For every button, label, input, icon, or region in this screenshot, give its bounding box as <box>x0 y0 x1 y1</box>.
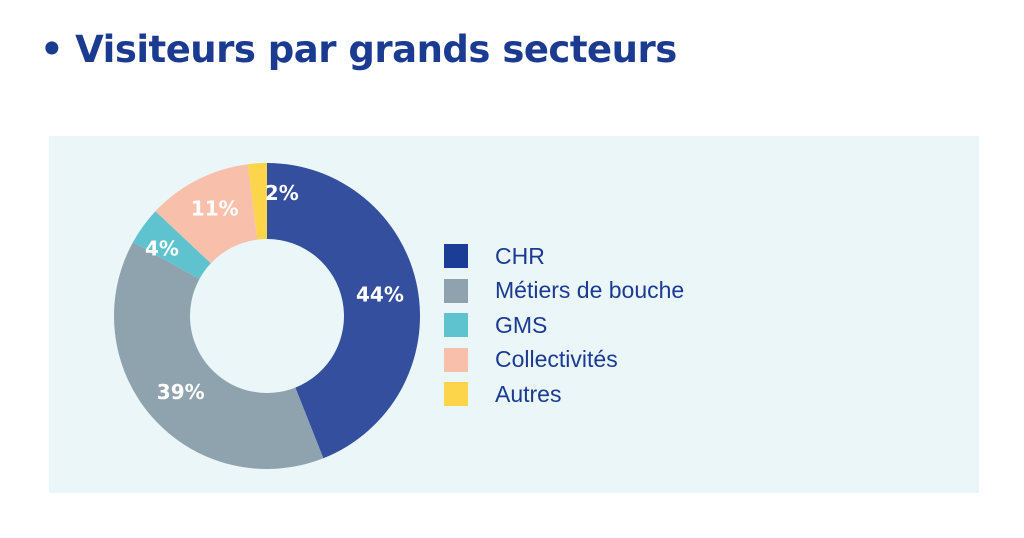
title-text: Visiteurs par grands secteurs <box>75 28 677 71</box>
legend-item: CHR <box>444 239 684 274</box>
legend-item: GMS <box>444 308 684 343</box>
legend-swatch <box>444 347 468 372</box>
legend-swatch <box>444 382 468 407</box>
data-label: 11% <box>191 197 239 221</box>
slice-gms <box>132 211 211 279</box>
legend-label: GMS <box>495 311 548 338</box>
data-label: 39% <box>157 380 205 404</box>
legend-swatch <box>444 278 468 303</box>
slice-chr <box>267 163 421 459</box>
legend-swatch <box>444 244 468 269</box>
data-label: 4% <box>145 236 179 260</box>
legend: CHR Métiers de bouche GMS Collectivités Autr… <box>444 239 684 412</box>
data-label: 44% <box>356 282 404 306</box>
donut-chart: 44% 39% 4% 11% 2% <box>113 163 421 470</box>
chart-panel: 44% 39% 4% 11% 2% CHR Métiers de bouche GMS Col… <box>49 136 979 493</box>
data-label: 2% <box>265 181 299 205</box>
slice-autres <box>247 163 267 240</box>
legend-label: Autres <box>495 380 562 407</box>
legend-item: Métiers de bouche <box>444 274 684 309</box>
page-title: • Visiteurs par grands secteurs <box>40 28 677 71</box>
legend-label: Collectivités <box>495 346 618 373</box>
legend-swatch <box>444 313 468 338</box>
legend-label: CHR <box>495 242 545 269</box>
slice-collectivit-s <box>155 164 258 264</box>
bullet-icon: • <box>40 28 64 71</box>
slice-m-tiers-de-bouche <box>113 242 324 470</box>
legend-item: Collectivités <box>444 343 684 378</box>
legend-item: Autres <box>444 377 684 412</box>
legend-label: Métiers de bouche <box>495 277 685 304</box>
